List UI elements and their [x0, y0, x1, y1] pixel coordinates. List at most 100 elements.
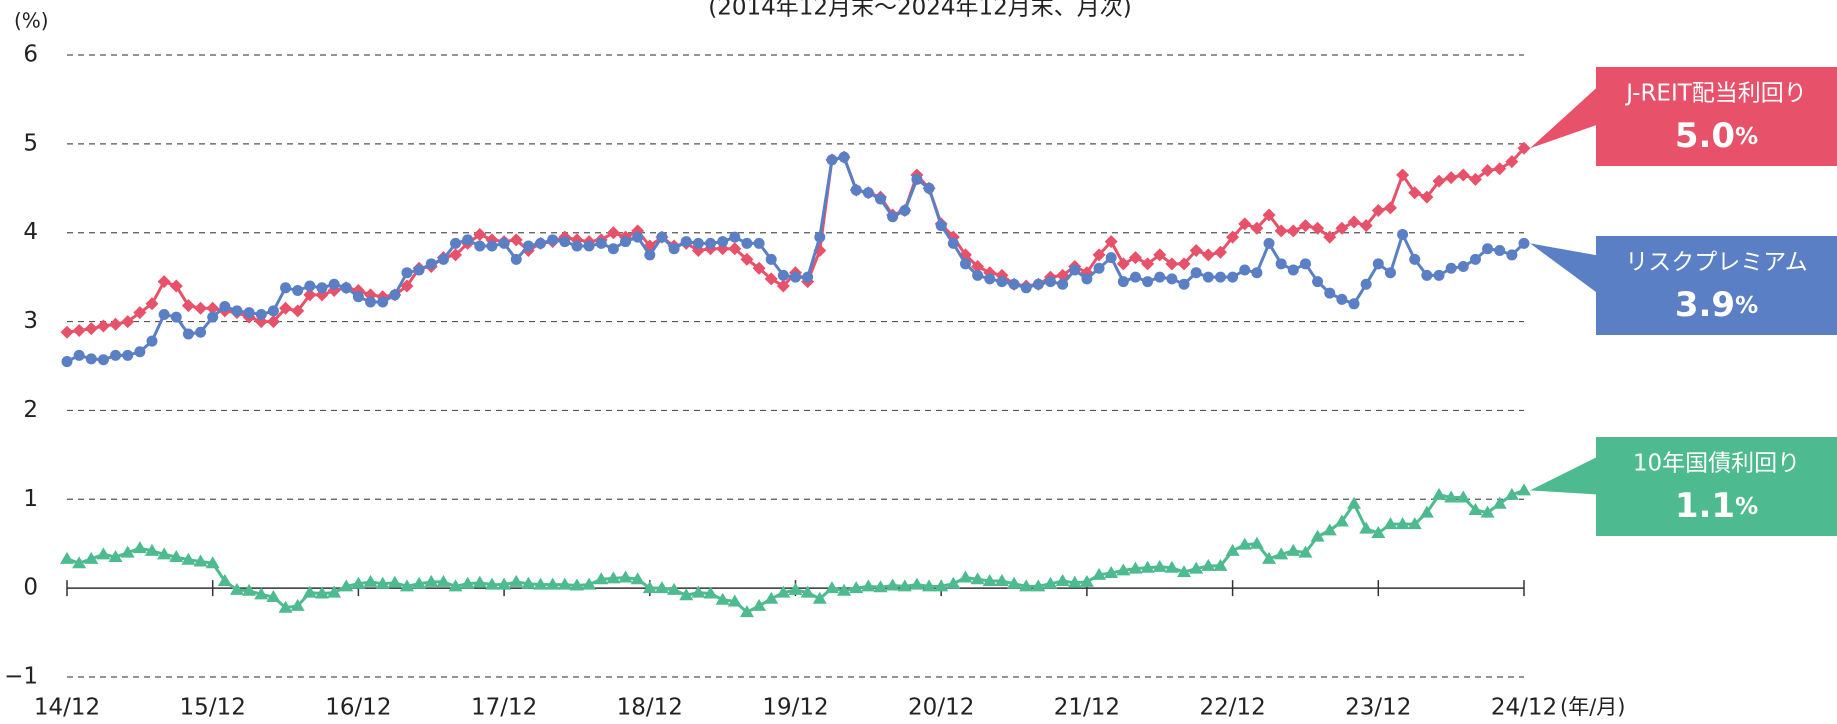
- point-marker: [412, 576, 427, 589]
- legend-label: リスクプレミアム: [1625, 250, 1807, 276]
- point-marker: [1421, 269, 1433, 281]
- point-marker: [1104, 566, 1119, 579]
- point-marker: [229, 582, 244, 595]
- point-marker: [680, 236, 692, 248]
- point-marker: [982, 574, 997, 587]
- callout-box: [1596, 236, 1837, 335]
- point-marker: [339, 579, 354, 592]
- point-marker: [375, 576, 390, 589]
- point-marker: [1262, 208, 1276, 222]
- point-marker: [594, 572, 609, 585]
- point-marker: [1213, 558, 1228, 571]
- point-marker: [120, 545, 135, 558]
- point-marker: [849, 581, 864, 594]
- point-marker: [776, 279, 790, 293]
- point-marker: [84, 551, 99, 564]
- point-marker: [72, 556, 87, 569]
- point-marker: [1347, 215, 1361, 229]
- point-marker: [935, 220, 947, 232]
- point-marker: [971, 259, 985, 273]
- point-marker: [1105, 252, 1117, 264]
- point-marker: [1480, 505, 1495, 518]
- y-tick-label: 0: [23, 575, 38, 601]
- x-tick-label: 17/12: [471, 695, 537, 721]
- point-marker: [1274, 224, 1288, 238]
- point-marker: [1043, 576, 1058, 589]
- point-marker: [899, 205, 911, 216]
- point-marker: [1178, 278, 1190, 290]
- point-marker: [1299, 258, 1311, 270]
- point-marker: [133, 306, 147, 320]
- point-marker: [654, 581, 669, 594]
- y-tick-label: 1: [23, 486, 38, 512]
- callout-number: 1.1: [1675, 486, 1735, 526]
- point-marker: [1456, 490, 1471, 503]
- x-tick-label: 23/12: [1345, 695, 1411, 721]
- point-marker: [911, 173, 923, 185]
- point-marker: [1239, 264, 1251, 276]
- point-marker: [1384, 267, 1396, 279]
- x-tick-label: 16/12: [325, 695, 391, 721]
- point-marker: [1469, 253, 1481, 265]
- point-marker: [387, 575, 402, 588]
- point-marker: [401, 267, 413, 279]
- point-marker: [1154, 271, 1166, 283]
- point-marker: [181, 299, 195, 313]
- point-marker: [729, 231, 741, 243]
- point-marker: [448, 579, 463, 592]
- point-marker: [1007, 576, 1022, 589]
- point-marker: [1323, 230, 1337, 244]
- point-marker: [497, 577, 512, 590]
- point-marker: [462, 234, 474, 246]
- point-marker: [1165, 257, 1179, 271]
- point-marker: [717, 236, 729, 248]
- point-marker: [715, 592, 730, 605]
- point-marker: [146, 335, 158, 347]
- point-marker: [1044, 276, 1056, 288]
- point-marker: [1031, 579, 1046, 592]
- point-marker: [582, 577, 597, 590]
- point-marker: [1117, 276, 1129, 288]
- point-marker: [1238, 217, 1252, 231]
- point-marker: [1227, 271, 1239, 283]
- point-marker: [1019, 579, 1034, 592]
- point-marker: [740, 252, 754, 266]
- point-marker: [108, 550, 123, 563]
- point-marker: [1481, 164, 1495, 178]
- point-marker: [958, 570, 973, 583]
- point-marker: [1274, 547, 1289, 560]
- y-tick-label: 4: [23, 219, 38, 245]
- point-marker: [800, 585, 815, 598]
- point-marker: [1407, 517, 1422, 530]
- point-marker: [1140, 560, 1155, 573]
- point-marker: [606, 226, 620, 240]
- point-marker: [72, 323, 86, 337]
- point-marker: [571, 240, 583, 252]
- point-marker: [521, 576, 536, 589]
- callout-pointer: [1530, 456, 1598, 495]
- point-marker: [606, 571, 621, 584]
- callout-value: 5.0%: [1675, 116, 1758, 156]
- point-marker: [934, 579, 949, 592]
- point-marker: [1213, 245, 1227, 259]
- point-marker: [363, 574, 378, 587]
- point-marker: [1456, 168, 1470, 182]
- point-marker: [144, 543, 159, 556]
- point-marker: [1371, 526, 1386, 539]
- point-marker: [195, 326, 207, 338]
- point-marker: [887, 211, 899, 223]
- point-marker: [547, 234, 559, 246]
- callout-number: 5.0: [1675, 116, 1735, 156]
- point-marker: [145, 297, 159, 311]
- point-marker: [691, 585, 706, 598]
- point-marker: [947, 237, 959, 249]
- point-marker: [909, 577, 924, 590]
- point-marker: [1237, 537, 1252, 550]
- point-marker: [292, 284, 304, 296]
- point-marker: [1348, 298, 1360, 310]
- point-marker: [1482, 243, 1494, 255]
- point-marker: [642, 581, 657, 594]
- point-marker: [861, 579, 876, 592]
- point-marker: [1190, 267, 1202, 279]
